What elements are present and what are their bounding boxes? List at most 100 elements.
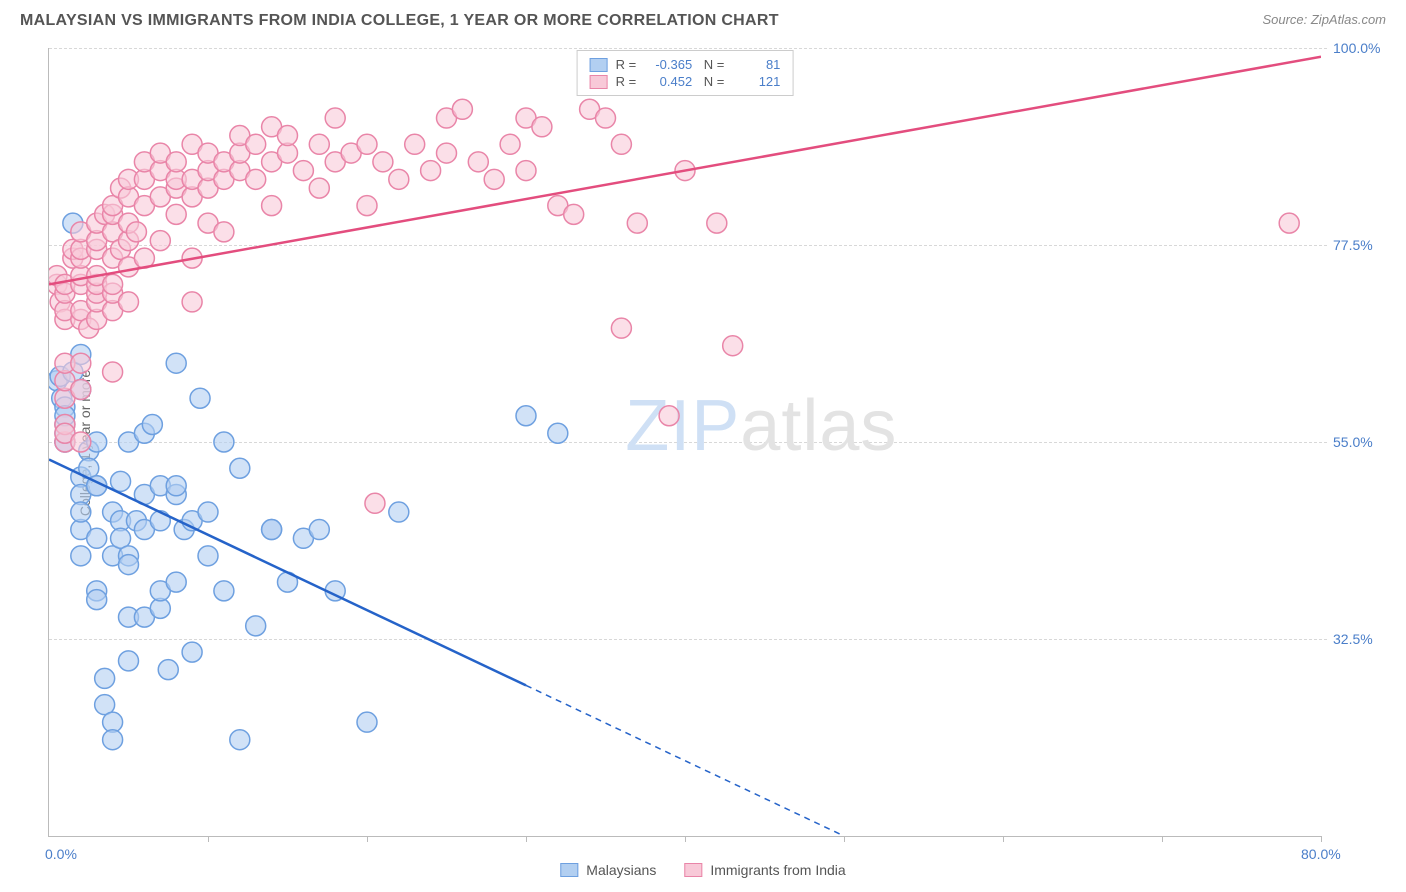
x-tick — [844, 836, 845, 842]
scatter-point-india — [325, 108, 345, 128]
scatter-point-india — [309, 134, 329, 154]
scatter-point-malaysians — [71, 502, 91, 522]
scatter-point-malaysians — [95, 668, 115, 688]
legend-stats-row-1: R = 0.452 N = 121 — [590, 73, 781, 90]
y-tick-label: 55.0% — [1333, 434, 1395, 450]
scatter-point-malaysians — [71, 546, 91, 566]
scatter-point-malaysians — [182, 642, 202, 662]
legend-n-value-0: 81 — [732, 57, 780, 72]
scatter-point-india — [611, 318, 631, 338]
scatter-point-malaysians — [389, 502, 409, 522]
scatter-point-malaysians — [230, 730, 250, 750]
x-tick — [208, 836, 209, 842]
scatter-point-india — [564, 204, 584, 224]
scatter-point-india — [357, 196, 377, 216]
legend-stats: R = -0.365 N = 81 R = 0.452 N = 121 — [577, 50, 794, 96]
legend-n-value-1: 121 — [732, 74, 780, 89]
legend-r-label: R = — [616, 74, 637, 89]
scatter-point-india — [182, 292, 202, 312]
scatter-point-india — [707, 213, 727, 233]
scatter-point-india — [532, 117, 552, 137]
scatter-point-malaysians — [142, 414, 162, 434]
scatter-point-india — [150, 231, 170, 251]
scatter-point-malaysians — [309, 520, 329, 540]
scatter-point-malaysians — [158, 660, 178, 680]
legend-n-label: N = — [700, 74, 724, 89]
swatch-india-icon — [684, 863, 702, 877]
legend-bottom: Malaysians Immigrants from India — [560, 862, 845, 878]
scatter-point-india — [166, 152, 186, 172]
scatter-point-india — [484, 169, 504, 189]
scatter-point-malaysians — [230, 458, 250, 478]
x-tick — [1162, 836, 1163, 842]
x-tick-label: 80.0% — [1301, 846, 1341, 862]
scatter-point-india — [389, 169, 409, 189]
scatter-point-india — [405, 134, 425, 154]
legend-label-india: Immigrants from India — [710, 862, 845, 878]
scatter-point-malaysians — [246, 616, 266, 636]
scatter-point-india — [309, 178, 329, 198]
scatter-point-india — [596, 108, 616, 128]
legend-n-label: N = — [700, 57, 724, 72]
scatter-point-india — [421, 161, 441, 181]
x-tick-label: 0.0% — [45, 846, 77, 862]
scatter-point-malaysians — [119, 651, 139, 671]
scatter-point-malaysians — [87, 528, 107, 548]
scatter-point-india — [103, 274, 123, 294]
scatter-point-india — [71, 353, 91, 373]
scatter-point-malaysians — [198, 502, 218, 522]
x-tick — [367, 836, 368, 842]
scatter-point-india — [103, 362, 123, 382]
swatch-malaysians — [590, 58, 608, 72]
scatter-point-malaysians — [119, 555, 139, 575]
legend-r-label: R = — [616, 57, 637, 72]
scatter-point-india — [452, 99, 472, 119]
scatter-point-india — [723, 336, 743, 356]
scatter-point-malaysians — [190, 388, 210, 408]
scatter-point-india — [468, 152, 488, 172]
scatter-point-malaysians — [214, 581, 234, 601]
chart-title: MALAYSIAN VS IMMIGRANTS FROM INDIA COLLE… — [20, 12, 779, 30]
x-tick — [1003, 836, 1004, 842]
regression-line-dashed-malaysians — [526, 685, 844, 836]
scatter-point-malaysians — [516, 406, 536, 426]
regression-line-malaysians — [49, 460, 526, 686]
y-tick-label: 100.0% — [1333, 40, 1395, 56]
scatter-point-india — [214, 222, 234, 242]
x-tick — [1321, 836, 1322, 842]
legend-stats-row-0: R = -0.365 N = 81 — [590, 56, 781, 73]
scatter-point-india — [71, 432, 91, 452]
source-label: Source: ZipAtlas.com — [1262, 12, 1386, 27]
legend-label-malaysians: Malaysians — [586, 862, 656, 878]
scatter-point-india — [437, 143, 457, 163]
scatter-point-malaysians — [87, 590, 107, 610]
scatter-point-malaysians — [166, 353, 186, 373]
scatter-point-india — [246, 169, 266, 189]
scatter-point-malaysians — [111, 471, 131, 491]
scatter-point-malaysians — [166, 572, 186, 592]
legend-r-value-0: -0.365 — [644, 57, 692, 72]
scatter-point-india — [166, 204, 186, 224]
scatter-point-malaysians — [214, 432, 234, 452]
scatter-svg — [49, 48, 1321, 836]
scatter-point-malaysians — [150, 511, 170, 531]
scatter-point-india — [262, 196, 282, 216]
x-tick — [685, 836, 686, 842]
scatter-point-malaysians — [103, 730, 123, 750]
scatter-point-malaysians — [198, 546, 218, 566]
scatter-point-india — [1279, 213, 1299, 233]
legend-item-malaysians: Malaysians — [560, 862, 656, 878]
plot-area: ZIPatlas R = -0.365 N = 81 R = 0.452 N =… — [48, 48, 1321, 837]
scatter-point-india — [246, 134, 266, 154]
scatter-point-malaysians — [357, 712, 377, 732]
scatter-point-malaysians — [548, 423, 568, 443]
scatter-point-india — [659, 406, 679, 426]
scatter-point-india — [126, 222, 146, 242]
legend-r-value-1: 0.452 — [644, 74, 692, 89]
scatter-point-india — [119, 292, 139, 312]
scatter-point-india — [627, 213, 647, 233]
scatter-point-india — [293, 161, 313, 181]
y-tick-label: 32.5% — [1333, 631, 1395, 647]
scatter-point-india — [278, 126, 298, 146]
scatter-point-india — [357, 134, 377, 154]
